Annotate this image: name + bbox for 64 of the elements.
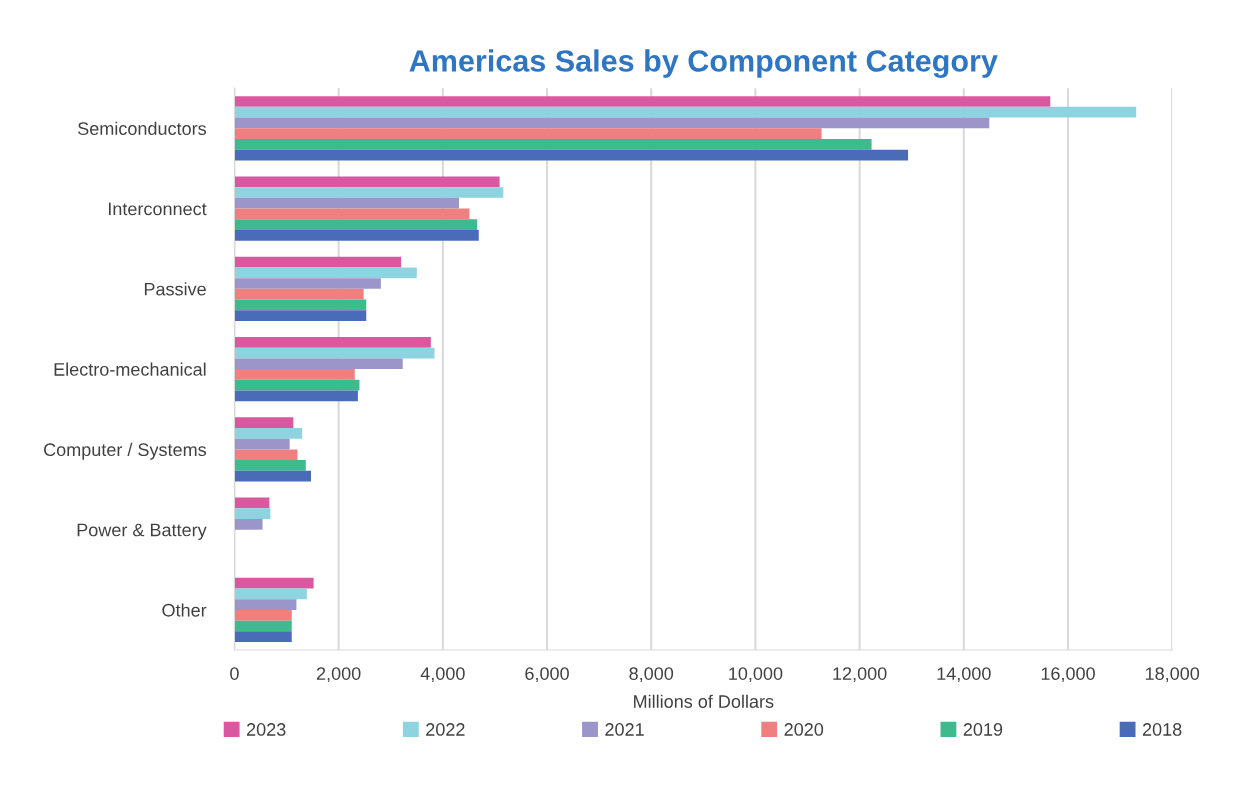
y-tick-label: Passive xyxy=(144,282,206,296)
legend-label: 2018 xyxy=(1142,723,1182,736)
bar xyxy=(234,508,271,519)
x-tick-label: 14,000 xyxy=(937,667,991,683)
bar xyxy=(234,390,358,402)
bar xyxy=(234,138,872,150)
bar xyxy=(234,358,403,370)
bar xyxy=(234,427,303,439)
bar xyxy=(234,599,297,610)
bar xyxy=(234,117,990,129)
x-tick-label: 0 xyxy=(230,667,239,680)
bar xyxy=(234,229,479,241)
bar xyxy=(234,219,478,230)
y-tick-label: Computer / Systems xyxy=(44,442,207,460)
x-tick-label: 16,000 xyxy=(1041,667,1095,683)
bar xyxy=(234,299,367,311)
bar xyxy=(234,620,292,632)
bar xyxy=(234,187,504,198)
bar xyxy=(234,106,1137,118)
y-tick-label: Interconnect xyxy=(108,202,207,216)
x-tick-label: 10,000 xyxy=(729,667,783,683)
legend-label: 2021 xyxy=(605,723,644,736)
x-tick-label: 4,000 xyxy=(420,667,465,683)
x-axis-title: Millions of Dollars xyxy=(634,694,774,708)
bar xyxy=(234,631,292,643)
legend-label: 2022 xyxy=(426,723,465,736)
y-tick-label: Semiconductors xyxy=(78,121,207,135)
bar xyxy=(234,176,500,188)
y-tick-label: Other xyxy=(162,603,207,617)
bar xyxy=(234,278,381,289)
bar xyxy=(234,588,307,600)
bar xyxy=(234,149,909,161)
bar xyxy=(234,208,470,220)
bar xyxy=(234,470,312,482)
chart-title: Americas Sales by Component Category xyxy=(409,49,998,78)
bar xyxy=(234,438,290,450)
bar xyxy=(234,609,292,621)
bar xyxy=(234,577,314,589)
bar xyxy=(234,197,459,209)
legend-label: 2023 xyxy=(246,723,286,736)
legend-label: 2019 xyxy=(963,723,1003,736)
x-tick-label: 6,000 xyxy=(525,667,569,683)
bar xyxy=(234,128,822,139)
bar xyxy=(234,336,431,348)
bar xyxy=(234,460,306,471)
bar xyxy=(234,379,360,391)
bar xyxy=(234,497,270,509)
y-tick-label: Electro-mechanical xyxy=(54,362,206,376)
bar xyxy=(234,449,298,461)
bar xyxy=(234,518,263,530)
bar xyxy=(234,288,364,300)
x-tick-label: 18,000 xyxy=(1145,667,1200,683)
x-tick-label: 2,000 xyxy=(316,667,361,683)
legend-label: 2020 xyxy=(784,723,824,736)
x-tick-label: 8,000 xyxy=(629,667,674,683)
x-tick-label: 12,000 xyxy=(833,667,887,683)
bar xyxy=(234,267,417,279)
bar xyxy=(234,256,402,268)
bar xyxy=(234,347,435,359)
y-tick-label: Power & Battery xyxy=(77,523,207,540)
bar xyxy=(234,310,367,321)
bar xyxy=(234,369,355,380)
bar xyxy=(234,417,294,428)
bar xyxy=(234,96,1051,107)
